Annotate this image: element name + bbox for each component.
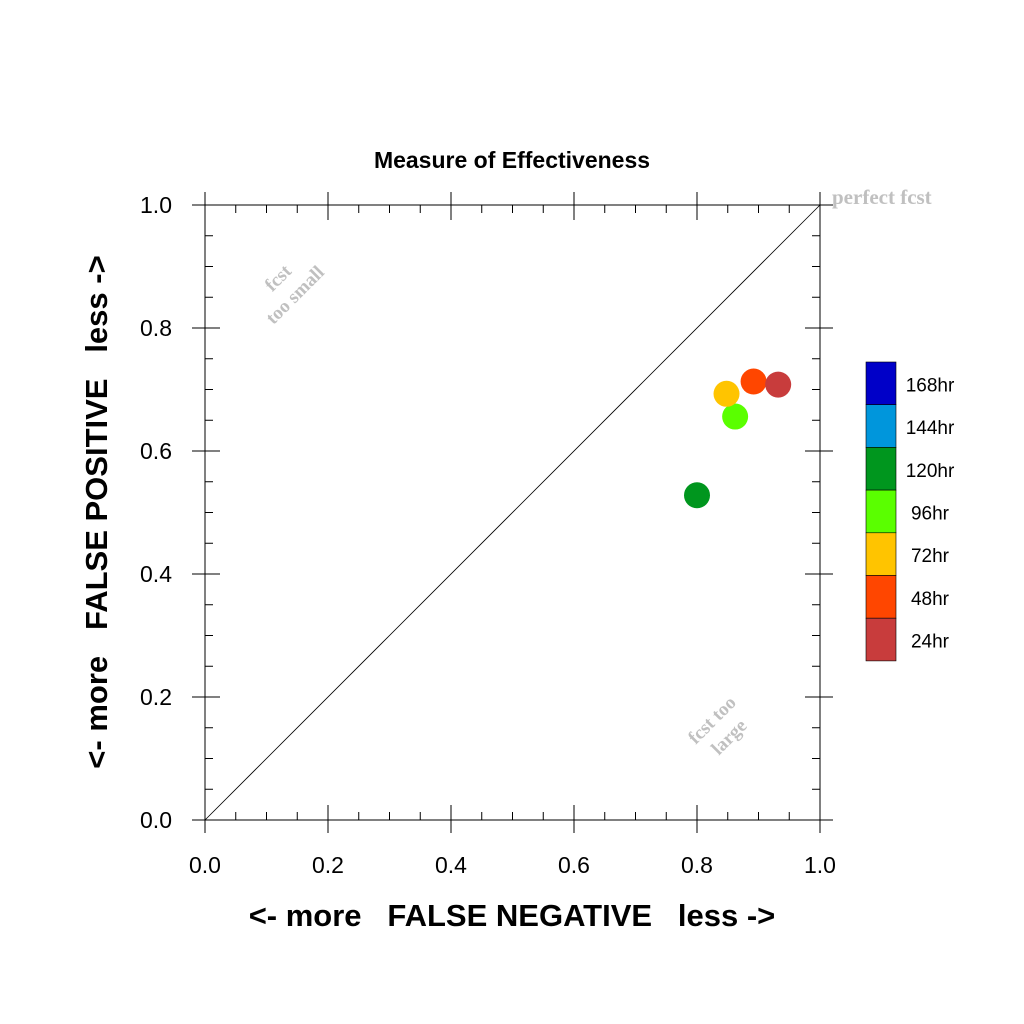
y-tick-label: 1.0 xyxy=(140,192,172,218)
x-tick-label: 0.2 xyxy=(312,852,344,878)
x-tick-label: 0.6 xyxy=(558,852,590,878)
data-point-120hr xyxy=(684,482,710,509)
legend-swatch-24hr xyxy=(865,617,897,662)
legend-label-144hr: 144hr xyxy=(906,418,955,439)
data-point-72hr xyxy=(713,380,740,407)
legend-swatch-48hr xyxy=(865,575,897,619)
legend-swatch-96hr xyxy=(865,489,897,534)
data-point-48hr xyxy=(740,368,767,395)
x-tick-label: 0.4 xyxy=(435,852,467,878)
y-tick-label: 0.0 xyxy=(140,807,172,833)
y-tick-label: 0.4 xyxy=(140,561,172,587)
y-tick-label: 0.6 xyxy=(140,438,172,464)
legend-label-24hr: 24hr xyxy=(911,632,950,653)
diagonal-reference-line xyxy=(204,204,821,821)
data-point-96hr xyxy=(722,403,749,430)
annotation-fcst-too-small: fcst too small xyxy=(261,260,329,328)
legend-swatch-144hr xyxy=(865,404,897,448)
annotation-perfect-fcst: perfect fcst xyxy=(832,185,932,209)
y-tick-label: 0.2 xyxy=(140,684,172,710)
x-tick-label: 0.8 xyxy=(681,852,713,878)
legend-swatch-168hr xyxy=(865,361,897,406)
chart-title: Measure of Effectiveness xyxy=(374,147,650,173)
data-point-24hr xyxy=(765,371,792,398)
x-tick-label: 0.0 xyxy=(189,852,221,878)
legend-label-120hr: 120hr xyxy=(906,461,955,482)
legend-label-48hr: 48hr xyxy=(911,589,950,610)
legend: 168hr 144hr 120hr 96hr 72hr 48hr 24hr xyxy=(865,361,955,662)
x-tick-label: 1.0 xyxy=(804,852,836,878)
y-tick-label: 0.8 xyxy=(140,315,172,341)
legend-swatch-120hr xyxy=(865,447,897,491)
legend-label-72hr: 72hr xyxy=(911,546,950,567)
legend-label-96hr: 96hr xyxy=(911,503,950,524)
x-axis-label: <- more FALSE NEGATIVE less -> xyxy=(249,898,776,933)
legend-label-168hr: 168hr xyxy=(906,375,955,396)
legend-swatch-72hr xyxy=(865,532,897,576)
annotation-fcst-too-large: fcst too large xyxy=(684,692,751,759)
plot-area: 0.0 0.2 0.4 0.6 0.8 1.0 0.0 0.2 0.4 0.6 0.8 1.0 xyxy=(140,192,836,878)
y-axis-label: <- more FALSE POSITIVE less -> xyxy=(79,255,114,768)
